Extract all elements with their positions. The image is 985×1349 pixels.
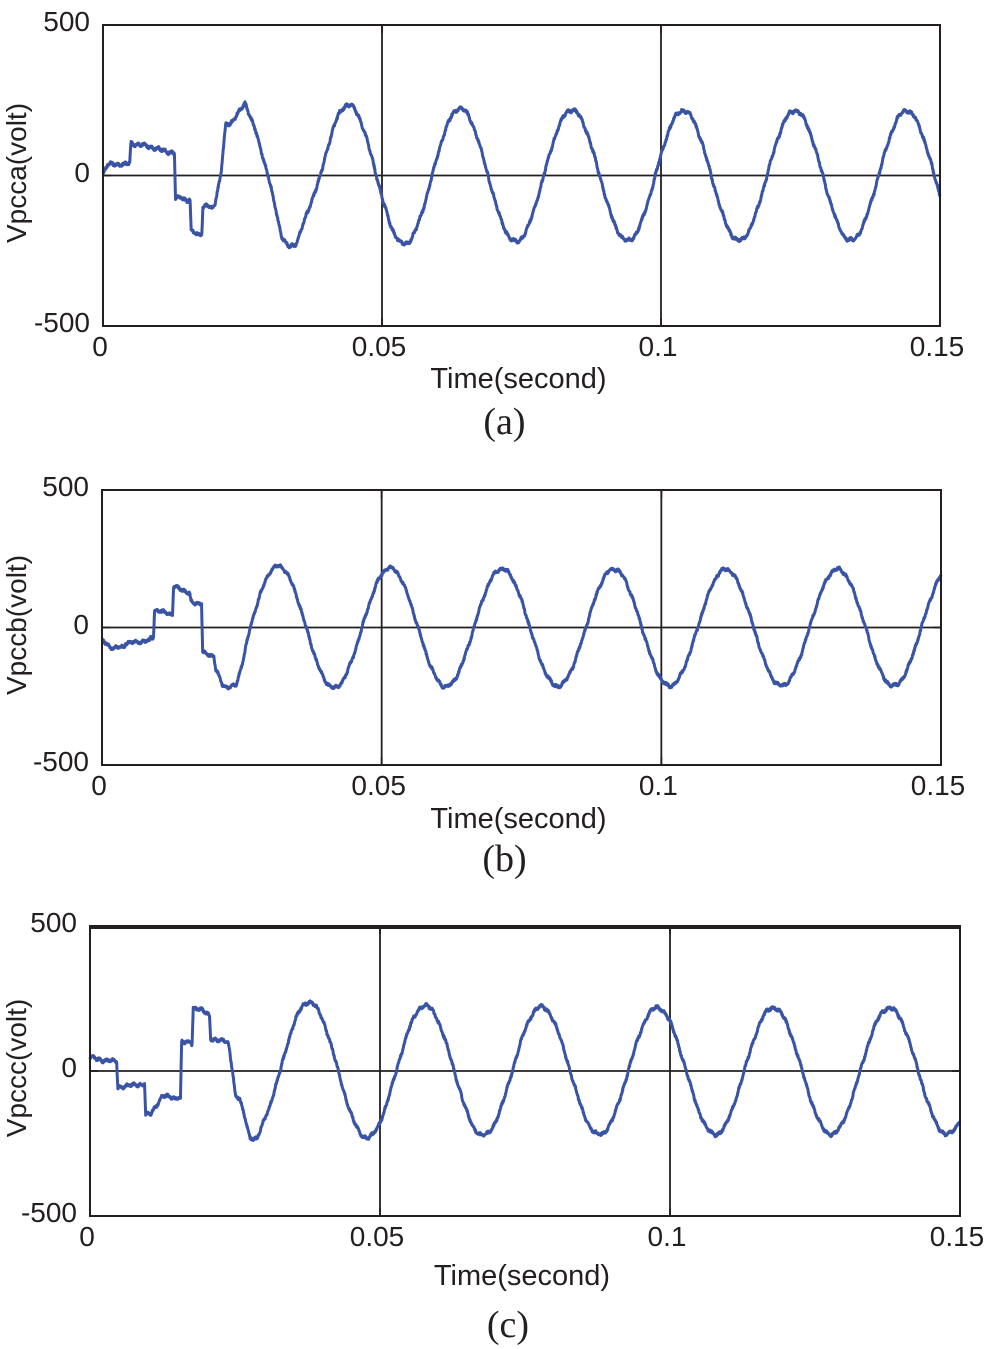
x-axis-label-c: Time(second) <box>433 1260 611 1292</box>
x-tick-015-c: 0.15 <box>929 1221 985 1252</box>
waveform-trace-c <box>88 999 962 1142</box>
y-tick-0-c: 0 <box>61 1052 77 1083</box>
x-tick-01-c: 0.1 <box>647 1221 687 1252</box>
y-tick-0-a: 0 <box>74 156 90 188</box>
x-tick-0-a: 0 <box>92 331 108 362</box>
y-tick-neg500-c: -500 <box>20 1197 77 1228</box>
y-tick-500-c: 500 <box>30 907 77 938</box>
x-tick-005-a: 0.05 <box>351 331 407 362</box>
waveform-plot-a <box>101 24 942 327</box>
y-tick-500-a: 500 <box>43 6 90 37</box>
y-tick-0-b: 0 <box>73 608 89 640</box>
y-tick-neg500-a: -500 <box>33 307 90 338</box>
y-tick-500-b: 500 <box>42 471 89 502</box>
y-tick-neg500-b: -500 <box>32 746 89 777</box>
y-axis-label-a: Vpcca(volt) <box>1 102 32 243</box>
subplot-caption-c: (c) <box>486 1304 530 1346</box>
subplot-caption-a: (a) <box>483 401 526 443</box>
waveform-trace-a <box>101 100 942 250</box>
waveform-trace-b <box>100 563 943 691</box>
x-tick-015-b: 0.15 <box>910 770 966 801</box>
y-axis-label-c: Vpccc(volt) <box>1 998 32 1138</box>
x-axis-label-b: Time(second) <box>430 803 607 835</box>
x-tick-0-b: 0 <box>91 770 107 801</box>
x-tick-005-c: 0.05 <box>349 1221 405 1252</box>
x-tick-005-b: 0.05 <box>351 770 406 801</box>
x-tick-01-a: 0.1 <box>638 331 678 362</box>
waveform-plot-c <box>88 925 962 1217</box>
x-axis-label-a: Time(second) <box>430 363 607 395</box>
y-axis-label-b: Vpccb(volt) <box>1 554 32 695</box>
waveform-plot-b <box>100 489 943 766</box>
x-tick-01-b: 0.1 <box>638 770 678 801</box>
x-tick-0-c: 0 <box>79 1221 95 1252</box>
x-tick-015-a: 0.15 <box>909 331 965 362</box>
subplot-caption-b: (b) <box>482 838 527 880</box>
